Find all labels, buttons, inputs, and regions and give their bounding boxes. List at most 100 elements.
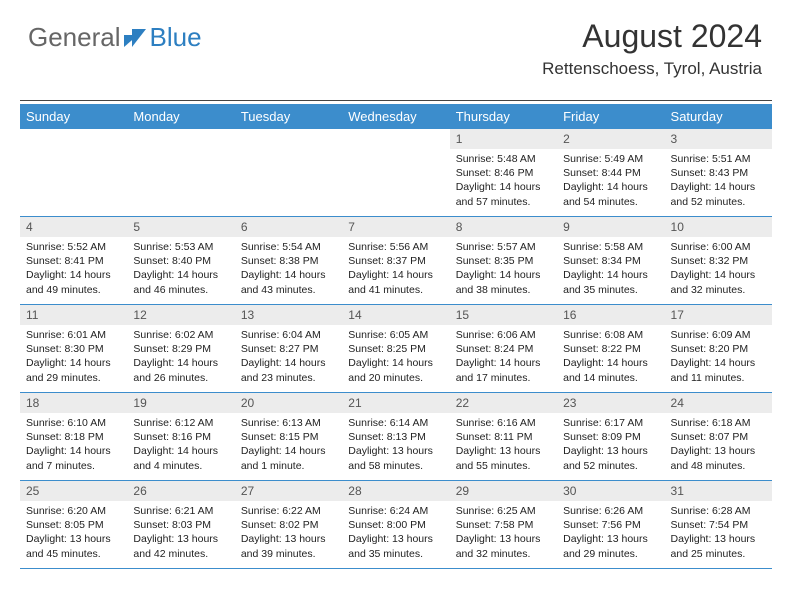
day-info: Sunrise: 5:53 AMSunset: 8:40 PMDaylight:… bbox=[127, 237, 234, 302]
daylight-text: Daylight: 13 hours and 29 minutes. bbox=[563, 532, 658, 560]
day-info: Sunrise: 6:22 AMSunset: 8:02 PMDaylight:… bbox=[235, 501, 342, 566]
location: Rettenschoess, Tyrol, Austria bbox=[542, 59, 762, 79]
calendar-cell: 15Sunrise: 6:06 AMSunset: 8:24 PMDayligh… bbox=[450, 305, 557, 393]
day-info: Sunrise: 6:18 AMSunset: 8:07 PMDaylight:… bbox=[665, 413, 772, 478]
month-year: August 2024 bbox=[542, 18, 762, 55]
day-number: 18 bbox=[20, 393, 127, 413]
daylight-text: Daylight: 14 hours and 20 minutes. bbox=[348, 356, 443, 384]
day-info: Sunrise: 6:20 AMSunset: 8:05 PMDaylight:… bbox=[20, 501, 127, 566]
sunset-text: Sunset: 8:05 PM bbox=[26, 518, 121, 532]
calendar-week: 25Sunrise: 6:20 AMSunset: 8:05 PMDayligh… bbox=[20, 481, 772, 569]
calendar-cell: 6Sunrise: 5:54 AMSunset: 8:38 PMDaylight… bbox=[235, 217, 342, 305]
daylight-text: Daylight: 14 hours and 32 minutes. bbox=[671, 268, 766, 296]
day-info: Sunrise: 6:16 AMSunset: 8:11 PMDaylight:… bbox=[450, 413, 557, 478]
day-number: 23 bbox=[557, 393, 664, 413]
day-info: Sunrise: 6:05 AMSunset: 8:25 PMDaylight:… bbox=[342, 325, 449, 390]
sunset-text: Sunset: 8:37 PM bbox=[348, 254, 443, 268]
sunset-text: Sunset: 7:58 PM bbox=[456, 518, 551, 532]
calendar-cell: 26Sunrise: 6:21 AMSunset: 8:03 PMDayligh… bbox=[127, 481, 234, 569]
day-number: 26 bbox=[127, 481, 234, 501]
sunset-text: Sunset: 8:22 PM bbox=[563, 342, 658, 356]
calendar-cell: 30Sunrise: 6:26 AMSunset: 7:56 PMDayligh… bbox=[557, 481, 664, 569]
sunrise-text: Sunrise: 6:09 AM bbox=[671, 328, 766, 342]
day-info: Sunrise: 6:01 AMSunset: 8:30 PMDaylight:… bbox=[20, 325, 127, 390]
sunrise-text: Sunrise: 5:52 AM bbox=[26, 240, 121, 254]
logo: General Blue bbox=[28, 22, 202, 53]
calendar-cell: 8Sunrise: 5:57 AMSunset: 8:35 PMDaylight… bbox=[450, 217, 557, 305]
daylight-text: Daylight: 14 hours and 14 minutes. bbox=[563, 356, 658, 384]
sunrise-text: Sunrise: 5:58 AM bbox=[563, 240, 658, 254]
day-info: Sunrise: 5:49 AMSunset: 8:44 PMDaylight:… bbox=[557, 149, 664, 214]
calendar-cell: 20Sunrise: 6:13 AMSunset: 8:15 PMDayligh… bbox=[235, 393, 342, 481]
calendar-cell-empty bbox=[235, 129, 342, 217]
sunrise-text: Sunrise: 6:21 AM bbox=[133, 504, 228, 518]
day-info: Sunrise: 5:52 AMSunset: 8:41 PMDaylight:… bbox=[20, 237, 127, 302]
day-number: 4 bbox=[20, 217, 127, 237]
calendar-cell: 31Sunrise: 6:28 AMSunset: 7:54 PMDayligh… bbox=[665, 481, 772, 569]
daylight-text: Daylight: 13 hours and 45 minutes. bbox=[26, 532, 121, 560]
calendar-cell: 4Sunrise: 5:52 AMSunset: 8:41 PMDaylight… bbox=[20, 217, 127, 305]
calendar-cell: 16Sunrise: 6:08 AMSunset: 8:22 PMDayligh… bbox=[557, 305, 664, 393]
calendar-cell: 14Sunrise: 6:05 AMSunset: 8:25 PMDayligh… bbox=[342, 305, 449, 393]
sunset-text: Sunset: 8:16 PM bbox=[133, 430, 228, 444]
day-number: 1 bbox=[450, 129, 557, 149]
calendar-cell: 28Sunrise: 6:24 AMSunset: 8:00 PMDayligh… bbox=[342, 481, 449, 569]
sunrise-text: Sunrise: 6:17 AM bbox=[563, 416, 658, 430]
day-info: Sunrise: 6:06 AMSunset: 8:24 PMDaylight:… bbox=[450, 325, 557, 390]
day-info: Sunrise: 6:26 AMSunset: 7:56 PMDaylight:… bbox=[557, 501, 664, 566]
daylight-text: Daylight: 13 hours and 32 minutes. bbox=[456, 532, 551, 560]
daylight-text: Daylight: 14 hours and 29 minutes. bbox=[26, 356, 121, 384]
calendar-cell: 11Sunrise: 6:01 AMSunset: 8:30 PMDayligh… bbox=[20, 305, 127, 393]
calendar-cell: 5Sunrise: 5:53 AMSunset: 8:40 PMDaylight… bbox=[127, 217, 234, 305]
day-number: 12 bbox=[127, 305, 234, 325]
sunrise-text: Sunrise: 6:20 AM bbox=[26, 504, 121, 518]
day-number: 16 bbox=[557, 305, 664, 325]
sunset-text: Sunset: 8:38 PM bbox=[241, 254, 336, 268]
daylight-text: Daylight: 14 hours and 54 minutes. bbox=[563, 180, 658, 208]
sunrise-text: Sunrise: 5:53 AM bbox=[133, 240, 228, 254]
day-info: Sunrise: 6:13 AMSunset: 8:15 PMDaylight:… bbox=[235, 413, 342, 478]
sunrise-text: Sunrise: 5:56 AM bbox=[348, 240, 443, 254]
calendar-cell: 10 Sunrise: 6:00 AMSunset: 8:32 PMDayligh… bbox=[665, 217, 772, 305]
divider-line bbox=[20, 100, 772, 101]
sunrise-text: Sunrise: 5:54 AM bbox=[241, 240, 336, 254]
day-number: 30 bbox=[557, 481, 664, 501]
daylight-text: Daylight: 14 hours and 26 minutes. bbox=[133, 356, 228, 384]
day-number: 10 bbox=[665, 217, 772, 237]
sunset-text: Sunset: 8:35 PM bbox=[456, 254, 551, 268]
sunrise-text: Sunrise: 6:02 AM bbox=[133, 328, 228, 342]
day-info: Sunrise: 6:08 AMSunset: 8:22 PMDaylight:… bbox=[557, 325, 664, 390]
calendar-cell: 9Sunrise: 5:58 AMSunset: 8:34 PMDaylight… bbox=[557, 217, 664, 305]
sunrise-text: Sunrise: 6:08 AM bbox=[563, 328, 658, 342]
day-info: Sunrise: 6:24 AMSunset: 8:00 PMDaylight:… bbox=[342, 501, 449, 566]
sunset-text: Sunset: 8:13 PM bbox=[348, 430, 443, 444]
calendar-week: 18Sunrise: 6:10 AMSunset: 8:18 PMDayligh… bbox=[20, 393, 772, 481]
sunset-text: Sunset: 8:09 PM bbox=[563, 430, 658, 444]
sunrise-text: Sunrise: 6:24 AM bbox=[348, 504, 443, 518]
day-number: 24 bbox=[665, 393, 772, 413]
daylight-text: Daylight: 13 hours and 25 minutes. bbox=[671, 532, 766, 560]
day-number: 14 bbox=[342, 305, 449, 325]
weekday-header: Saturday bbox=[665, 104, 772, 129]
day-info: Sunrise: 6:04 AMSunset: 8:27 PMDaylight:… bbox=[235, 325, 342, 390]
weekday-header: Tuesday bbox=[235, 104, 342, 129]
day-number: 19 bbox=[127, 393, 234, 413]
daylight-text: Daylight: 14 hours and 11 minutes. bbox=[671, 356, 766, 384]
day-number: 7 bbox=[342, 217, 449, 237]
day-info: Sunrise: 6:12 AMSunset: 8:16 PMDaylight:… bbox=[127, 413, 234, 478]
daylight-text: Daylight: 14 hours and 17 minutes. bbox=[456, 356, 551, 384]
sunrise-text: Sunrise: 6:05 AM bbox=[348, 328, 443, 342]
sunset-text: Sunset: 8:18 PM bbox=[26, 430, 121, 444]
daylight-text: Daylight: 14 hours and 7 minutes. bbox=[26, 444, 121, 472]
sunrise-text: Sunrise: 6:00 AM bbox=[671, 240, 766, 254]
day-info: Sunrise: 6:14 AMSunset: 8:13 PMDaylight:… bbox=[342, 413, 449, 478]
sunrise-text: Sunrise: 6:26 AM bbox=[563, 504, 658, 518]
day-number: 5 bbox=[127, 217, 234, 237]
daylight-text: Daylight: 14 hours and 35 minutes. bbox=[563, 268, 658, 296]
daylight-text: Daylight: 14 hours and 23 minutes. bbox=[241, 356, 336, 384]
sunset-text: Sunset: 8:40 PM bbox=[133, 254, 228, 268]
calendar-cell: 3Sunrise: 5:51 AMSunset: 8:43 PMDaylight… bbox=[665, 129, 772, 217]
calendar-cell: 22Sunrise: 6:16 AMSunset: 8:11 PMDayligh… bbox=[450, 393, 557, 481]
weekday-header: Sunday bbox=[20, 104, 127, 129]
sunset-text: Sunset: 8:32 PM bbox=[671, 254, 766, 268]
